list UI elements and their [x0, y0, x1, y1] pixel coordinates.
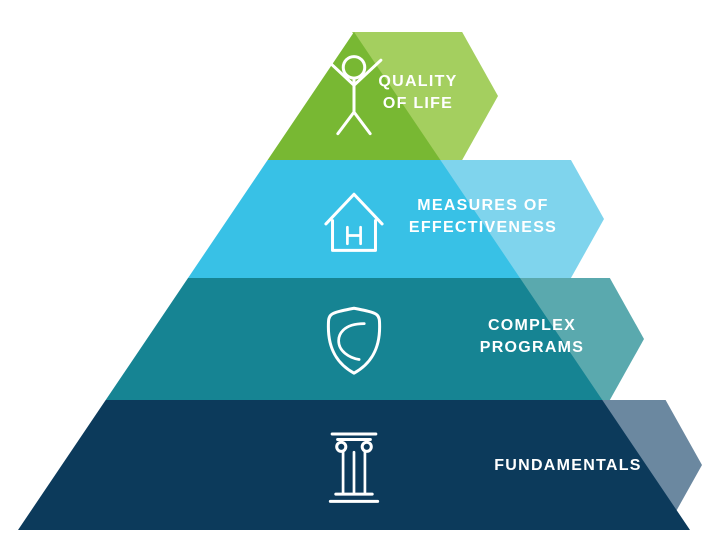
- row-label-complex-programs: PROGRAMS: [480, 339, 584, 356]
- pyramid-row-quality-of-life: QUALITY OF LIFE: [268, 32, 498, 160]
- row-label-complex-programs: COMPLEX: [488, 317, 576, 334]
- row-label-quality-of-life: QUALITY: [378, 73, 457, 90]
- row-label-measures-of-effectiveness: EFFECTIVENESS: [409, 219, 557, 236]
- pyramid-infographic: QUALITY OF LIFE MEASURES OF EFFECTIVENESS CO…: [0, 0, 720, 534]
- pyramid-row-measures-of-effectiveness: MEASURES OF EFFECTIVENESS: [188, 160, 604, 278]
- row-label-fundamentals: FUNDAMENTALS: [494, 457, 642, 474]
- row-label-measures-of-effectiveness: MEASURES OF: [417, 197, 548, 214]
- pyramid-row-fundamentals: FUNDAMENTALS: [18, 400, 702, 530]
- pyramid-row-complex-programs: COMPLEX PROGRAMS: [106, 278, 644, 400]
- row-label-quality-of-life: OF LIFE: [383, 95, 453, 112]
